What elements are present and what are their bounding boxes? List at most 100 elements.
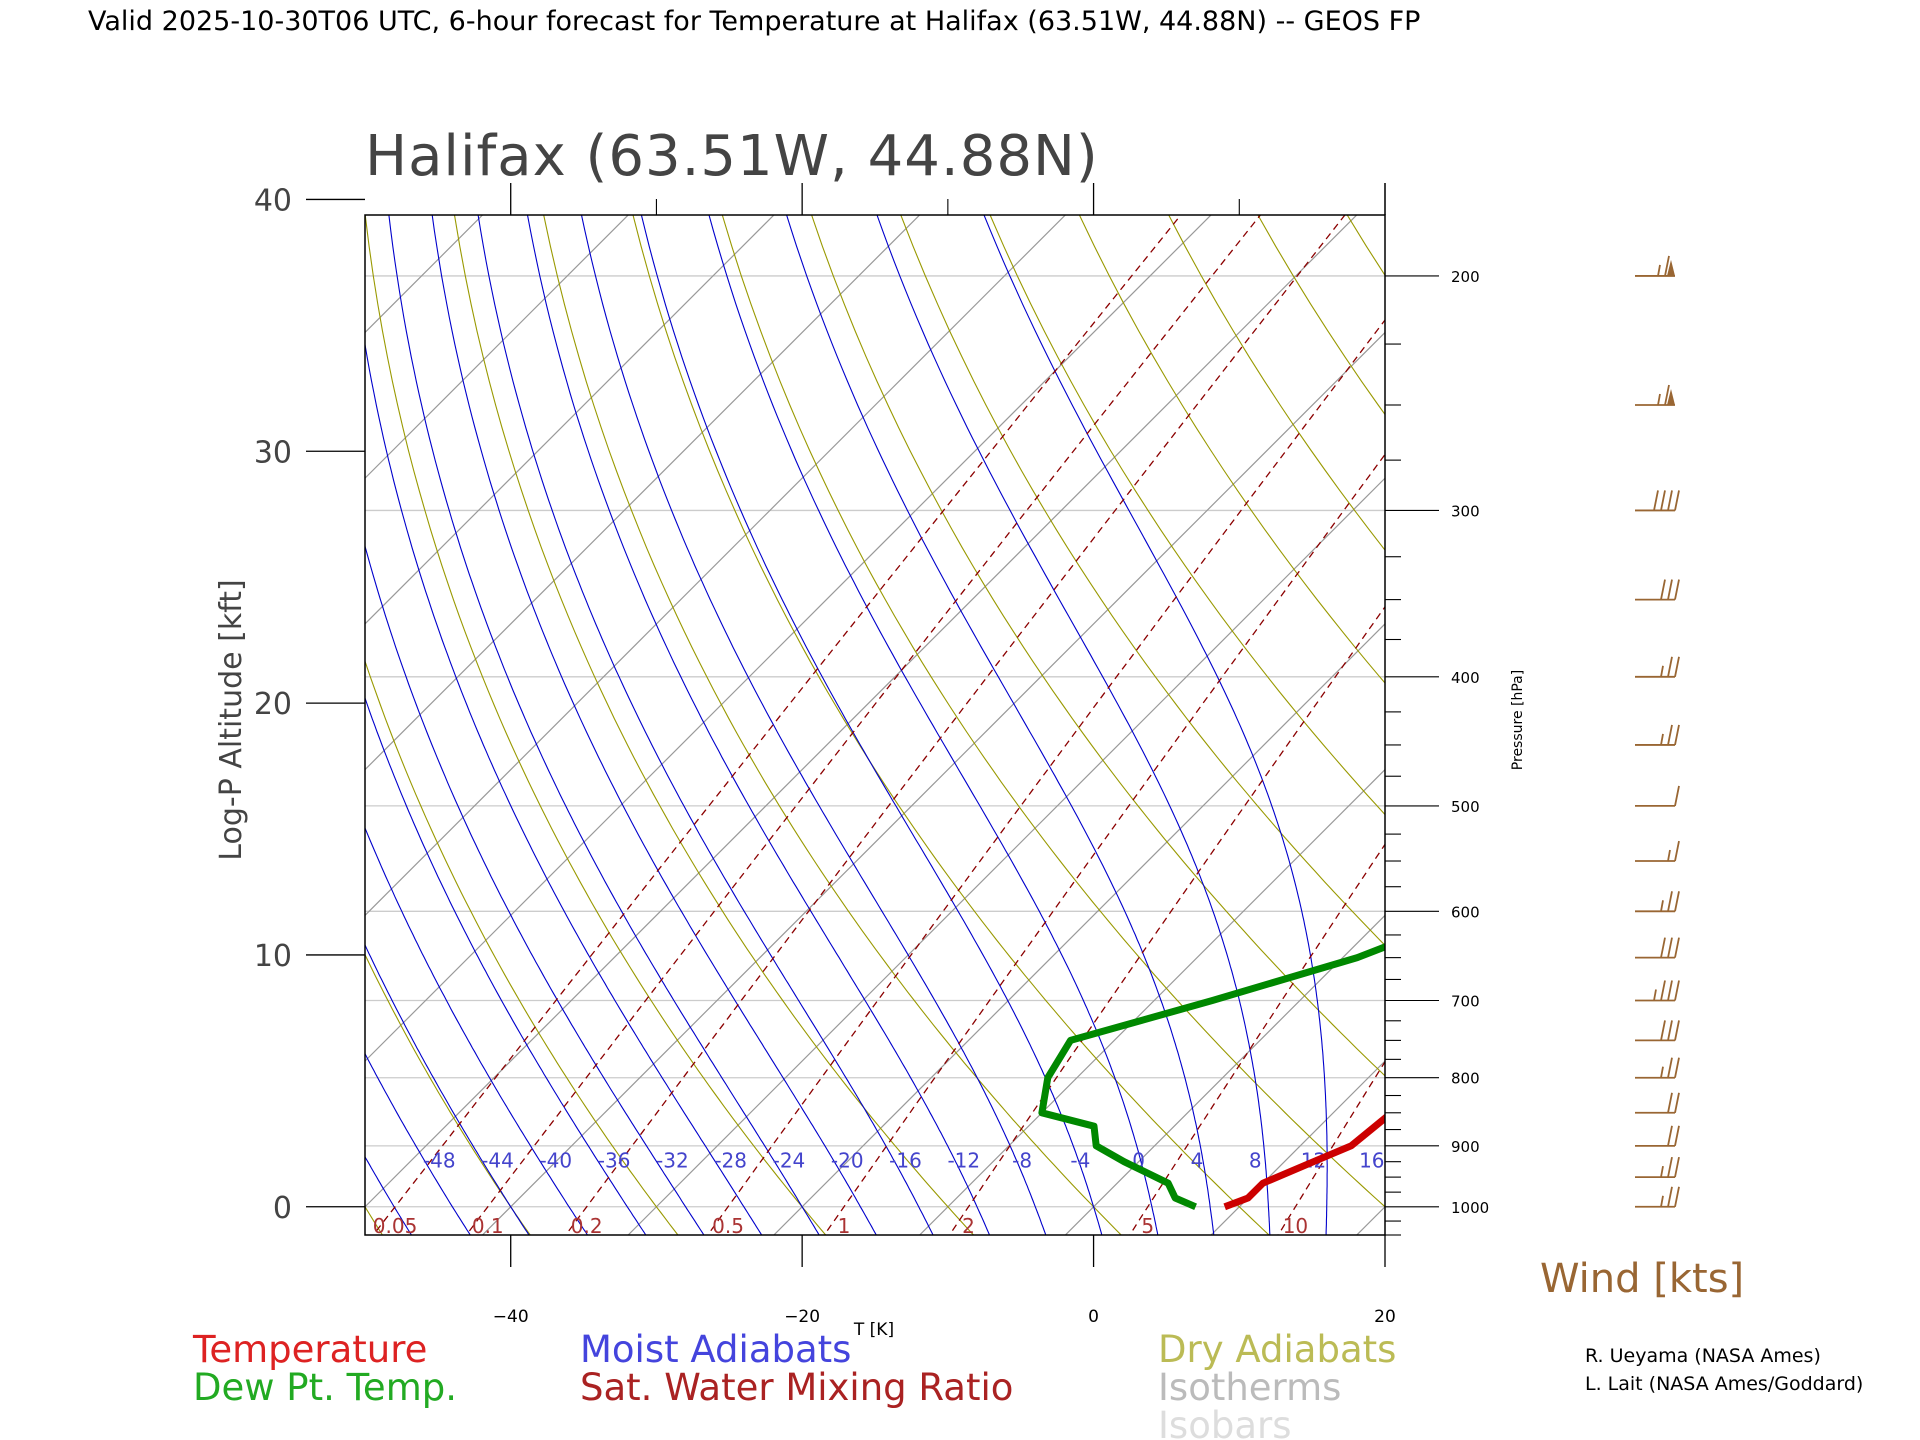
isotherm-line bbox=[365, 215, 1067, 917]
mixing-ratio-label: 10 bbox=[1283, 1214, 1308, 1238]
wind-barb bbox=[1635, 255, 1675, 277]
isotherm-line bbox=[365, 215, 921, 771]
mixing-ratio-line bbox=[564, 215, 1346, 1235]
x-axis-label: T [K] bbox=[853, 1320, 894, 1340]
moist-adiabat-line bbox=[526, 215, 991, 1235]
wind-barb bbox=[1635, 1020, 1680, 1042]
isotherm-line bbox=[365, 215, 775, 625]
wind-barb bbox=[1635, 1092, 1680, 1114]
wind-barb bbox=[1635, 840, 1680, 862]
moist-adiabat-label: -32 bbox=[656, 1149, 689, 1173]
mixing-ratio-line bbox=[706, 318, 1385, 1235]
moist-adiabat-line bbox=[365, 341, 763, 1235]
moist-adiabat-line bbox=[365, 1052, 471, 1235]
wind-barb bbox=[1635, 785, 1680, 807]
mixing-ratio-label: 1 bbox=[838, 1214, 851, 1238]
legend-isotherms: Isotherms bbox=[1158, 1366, 1341, 1409]
pressure-tick-label: 800 bbox=[1451, 1070, 1480, 1088]
mixing-ratio-line bbox=[948, 605, 1385, 1235]
chart-title: Halifax (63.51W, 44.88N) bbox=[365, 124, 1099, 189]
wind-barb bbox=[1635, 891, 1680, 913]
background-lines bbox=[0, 182, 1920, 1241]
temperature-tick-label: −40 bbox=[493, 1307, 529, 1327]
moist-adiabat-line bbox=[876, 215, 1271, 1235]
chart-header: Valid 2025-10-30T06 UTC, 6-hour forecast… bbox=[88, 6, 1420, 37]
isotherm-line bbox=[1497, 182, 1920, 1241]
moist-adiabat-label: -28 bbox=[714, 1149, 747, 1173]
moist-adiabat-label: -44 bbox=[481, 1149, 514, 1173]
moist-adiabat-label: -16 bbox=[889, 1149, 922, 1173]
wind-barb bbox=[1635, 384, 1675, 406]
mixing-ratio-line bbox=[372, 215, 1182, 1235]
dry-adiabat-line bbox=[1855, 182, 1920, 1241]
mixing-ratio-line bbox=[1781, 182, 1920, 1241]
moist-adiabat-label: -20 bbox=[831, 1149, 864, 1173]
wind-barb bbox=[1635, 980, 1680, 1002]
moist-adiabat-line bbox=[431, 215, 877, 1235]
moist-adiabat-label: 16 bbox=[1359, 1149, 1384, 1173]
pressure-tick-label: 900 bbox=[1451, 1138, 1480, 1156]
dry-adiabat-line bbox=[365, 659, 679, 1235]
mixing-ratio-label: 0.1 bbox=[472, 1214, 504, 1238]
mixing-ratio-label: 5 bbox=[1141, 1214, 1154, 1238]
isotherm-line bbox=[1064, 914, 1385, 1235]
pressure-tick-label: 200 bbox=[1451, 268, 1480, 286]
isotherm-line bbox=[773, 623, 1385, 1235]
temperature-profile bbox=[1223, 1113, 1385, 1211]
legend-isobars: Isobars bbox=[1158, 1404, 1291, 1440]
moist-adiabat-line bbox=[786, 215, 1215, 1235]
left-axis-label: Log-P Altitude [kft] bbox=[214, 579, 249, 860]
moist-adiabat-label: 4 bbox=[1191, 1149, 1204, 1173]
moist-adiabat-line bbox=[640, 215, 1103, 1235]
dry-adiabat-line bbox=[1591, 182, 1920, 1241]
pressure-tick-label: 1000 bbox=[1451, 1199, 1489, 1217]
profiles bbox=[1038, 943, 1385, 1211]
moist-adiabat-line bbox=[708, 215, 1159, 1235]
plot-frame bbox=[364, 214, 1386, 1236]
axes: 0102030401000900800700600500400300200−40… bbox=[254, 183, 1489, 1327]
wind-barb bbox=[1635, 1125, 1680, 1147]
wind-barb bbox=[1635, 656, 1680, 678]
moist-adiabat-line bbox=[365, 544, 705, 1235]
pressure-tick-label: 700 bbox=[1451, 992, 1480, 1010]
pressure-axis-label: Pressure [hPa] bbox=[1510, 670, 1526, 770]
moist-adiabat-label: 8 bbox=[1249, 1149, 1262, 1173]
dry-adiabat-line bbox=[1346, 215, 1385, 277]
dry-adiabat-line bbox=[1257, 215, 1385, 416]
moist-adiabat-labels: -48 -44 -40 -36 -32 -28 -24 -20 -16 -12 -8 -4 0 4 8 12 1… bbox=[423, 1149, 1385, 1173]
dry-adiabat-line bbox=[900, 215, 1385, 947]
legend-dewpoint: Dew Pt. Temp. bbox=[193, 1366, 457, 1409]
moist-adiabat-label: -36 bbox=[598, 1149, 631, 1173]
moist-adiabat-label: -48 bbox=[423, 1149, 456, 1173]
temperature-tick-label: 20 bbox=[1374, 1307, 1396, 1327]
isotherm-line bbox=[1210, 1060, 1385, 1235]
isotherm-line bbox=[365, 215, 630, 480]
altitude-tick-label: 20 bbox=[254, 687, 292, 722]
moist-adiabat-label: -8 bbox=[1012, 1149, 1032, 1173]
moist-adiabat-label: -40 bbox=[539, 1149, 572, 1173]
wind-barb bbox=[1635, 1156, 1680, 1179]
mixing-ratio-line bbox=[1277, 1060, 1385, 1235]
moist-adiabat-label: -24 bbox=[773, 1149, 806, 1173]
mixing-ratio-label: 0.05 bbox=[373, 1214, 418, 1238]
wind-barb bbox=[1635, 937, 1680, 959]
mixing-ratio-line bbox=[1660, 182, 1920, 1241]
altitude-tick-label: 0 bbox=[273, 1191, 292, 1226]
mixing-ratio-line bbox=[1533, 182, 1920, 1241]
mixing-ratio-line bbox=[1128, 843, 1385, 1235]
isotherm-line bbox=[0, 182, 370, 1241]
isotherm-line bbox=[627, 477, 1385, 1235]
pressure-tick-label: 400 bbox=[1451, 669, 1480, 687]
altitude-tick-label: 30 bbox=[254, 435, 292, 470]
mixing-ratio-labels: 0.05 0.1 0.2 0.5 1 2 5 10 bbox=[373, 1214, 1308, 1238]
dry-adiabat-line bbox=[365, 953, 531, 1235]
dry-adiabat-line bbox=[365, 215, 827, 1235]
dry-adiabat-line bbox=[632, 215, 1270, 1235]
moist-adiabat-label: -12 bbox=[947, 1149, 980, 1173]
dry-adiabat-line bbox=[1503, 182, 1920, 1241]
dry-adiabat-line bbox=[1767, 182, 1920, 1241]
altitude-tick-label: 40 bbox=[254, 183, 292, 218]
dry-adiabat-line bbox=[989, 215, 1385, 816]
pressure-tick-label: 500 bbox=[1451, 798, 1480, 816]
isotherm-line bbox=[365, 215, 1358, 1208]
